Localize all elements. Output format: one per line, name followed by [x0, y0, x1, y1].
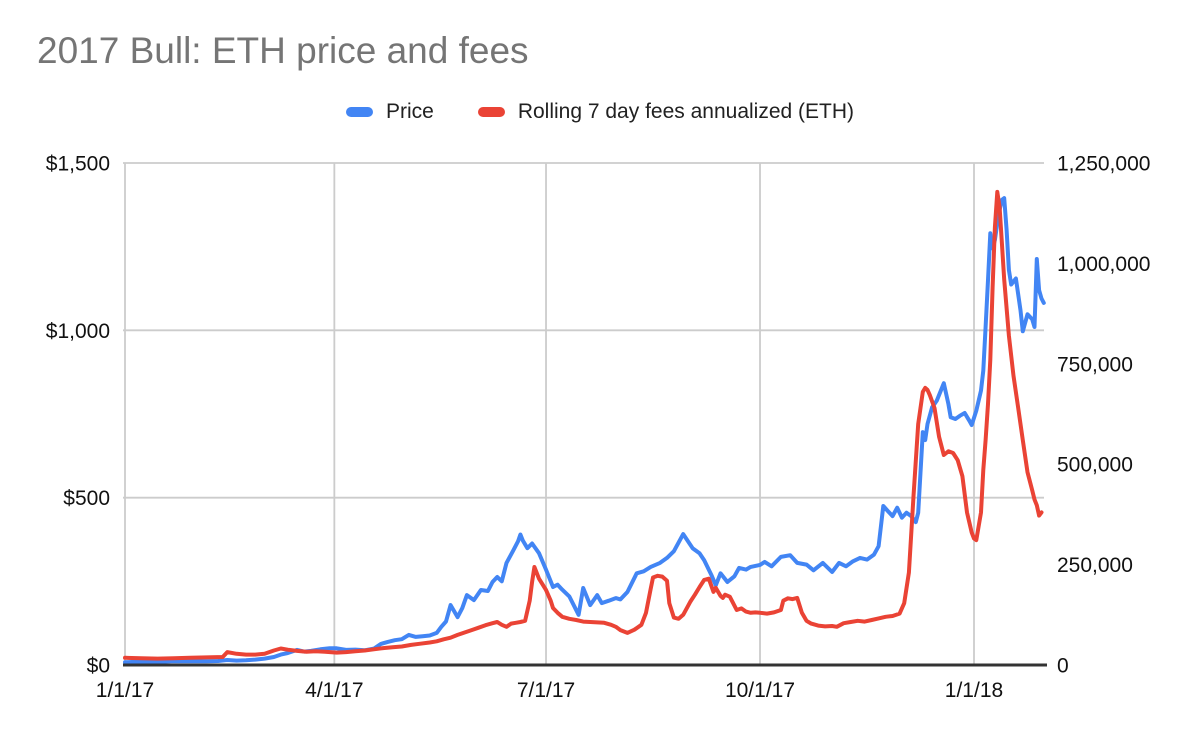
chart-title: 2017 Bull: ETH price and fees	[37, 30, 529, 71]
chart-legend: Price Rolling 7 day fees annualized (ETH…	[0, 100, 1200, 124]
left-axis-tick-label: $1,500	[46, 153, 110, 176]
right-axis-tick-label: 0	[1057, 655, 1069, 678]
fees-legend-swatch-icon	[477, 107, 505, 117]
x-axis-tick-label: 7/1/17	[517, 679, 575, 702]
right-axis-tick-label: 1,000,000	[1057, 253, 1150, 276]
right-axis-tick-label: 1,250,000	[1057, 153, 1150, 176]
right-axis-tick-label: 750,000	[1057, 353, 1133, 376]
right-axis-tick-label: 250,000	[1057, 554, 1133, 577]
legend-item-price: Price	[345, 100, 434, 124]
x-axis-tick-label: 1/1/18	[945, 679, 1003, 702]
fees-series-line	[123, 189, 1044, 661]
x-axis-tick-label: 10/1/17	[725, 679, 795, 702]
left-axis-tick-label: $0	[87, 655, 110, 678]
x-axis-tick-label: 4/1/17	[305, 679, 363, 702]
fees-legend-label: Rolling 7 day fees annualized (ETH)	[517, 100, 855, 123]
price-legend-label: Price	[385, 100, 434, 123]
left-axis-tick-label: $1,000	[46, 320, 110, 343]
right-axis-tick-label: 500,000	[1057, 454, 1133, 477]
price-legend-swatch-icon	[345, 107, 373, 117]
left-axis-tick-label: $500	[63, 487, 110, 510]
x-axis-tick-label: 1/1/17	[96, 679, 154, 702]
legend-item-fees: Rolling 7 day fees annualized (ETH)	[477, 100, 855, 124]
